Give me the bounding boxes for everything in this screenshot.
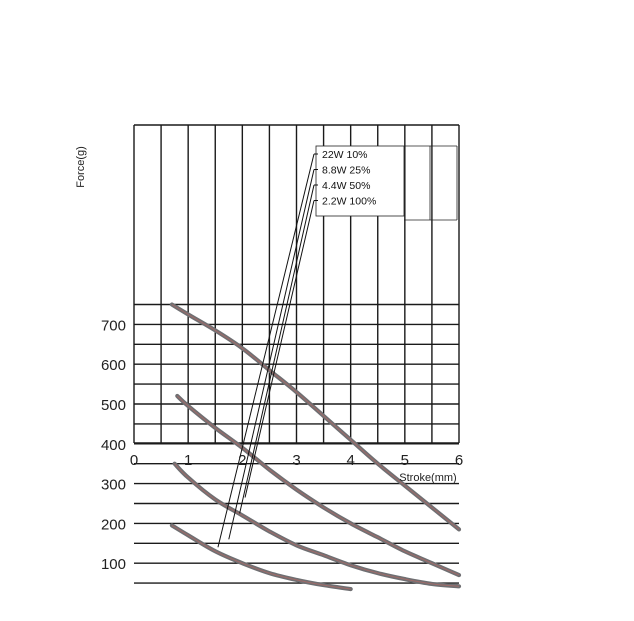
x-tick-label: 1 (184, 452, 192, 469)
legend-entry: 4.4W 50% (322, 180, 370, 192)
y-tick-label: 500 (101, 397, 126, 414)
x-axis-label: Stroke(mm) (399, 472, 456, 484)
legend-leader-line (244, 200, 315, 498)
legend-leader-line (217, 153, 315, 548)
legend-entry: 22W 10% (322, 149, 368, 161)
legend-box (315, 145, 405, 217)
y-tick-label: 100 (101, 556, 126, 573)
legend-leader-line (228, 169, 315, 540)
y-tick-label: 700 (101, 317, 126, 334)
legend-entry: 2.2W 100% (322, 196, 376, 208)
series-line-tint-2-2w-100- (171, 524, 351, 590)
x-tick-label: 0 (130, 452, 138, 469)
x-tick-label: 5 (401, 452, 409, 469)
tick-labels: 100 200 300 400 500 600 700 0 1 2 3 4 5 6 (101, 317, 463, 573)
legend-leader-line (239, 184, 315, 514)
y-axis-label: Force(g) (75, 146, 87, 188)
x-tick-label: 6 (455, 452, 463, 469)
legend: 22W 10% 8.8W 25% 4.4W 50% 2.2W 100% (315, 145, 458, 221)
series-line-tint-8-8w-25- (176, 395, 460, 576)
x-tick-label: 2 (238, 452, 246, 469)
series-line-tint-4-4w-50- (174, 463, 460, 587)
series-line-8-8w-25- (175, 393, 462, 578)
legend-entry: 8.8W 25% (322, 165, 370, 177)
y-tick-label: 300 (101, 477, 126, 494)
series-line-tint-22w-10- (171, 304, 460, 530)
x-tick-label: 4 (346, 452, 354, 469)
y-tick-label: 400 (101, 437, 126, 454)
y-tick-label: 600 (101, 357, 126, 374)
legend-leader-lines (217, 153, 318, 548)
curves (169, 302, 462, 592)
x-tick-label: 3 (292, 452, 300, 469)
grid (133, 124, 460, 584)
y-tick-label: 200 (101, 516, 126, 533)
